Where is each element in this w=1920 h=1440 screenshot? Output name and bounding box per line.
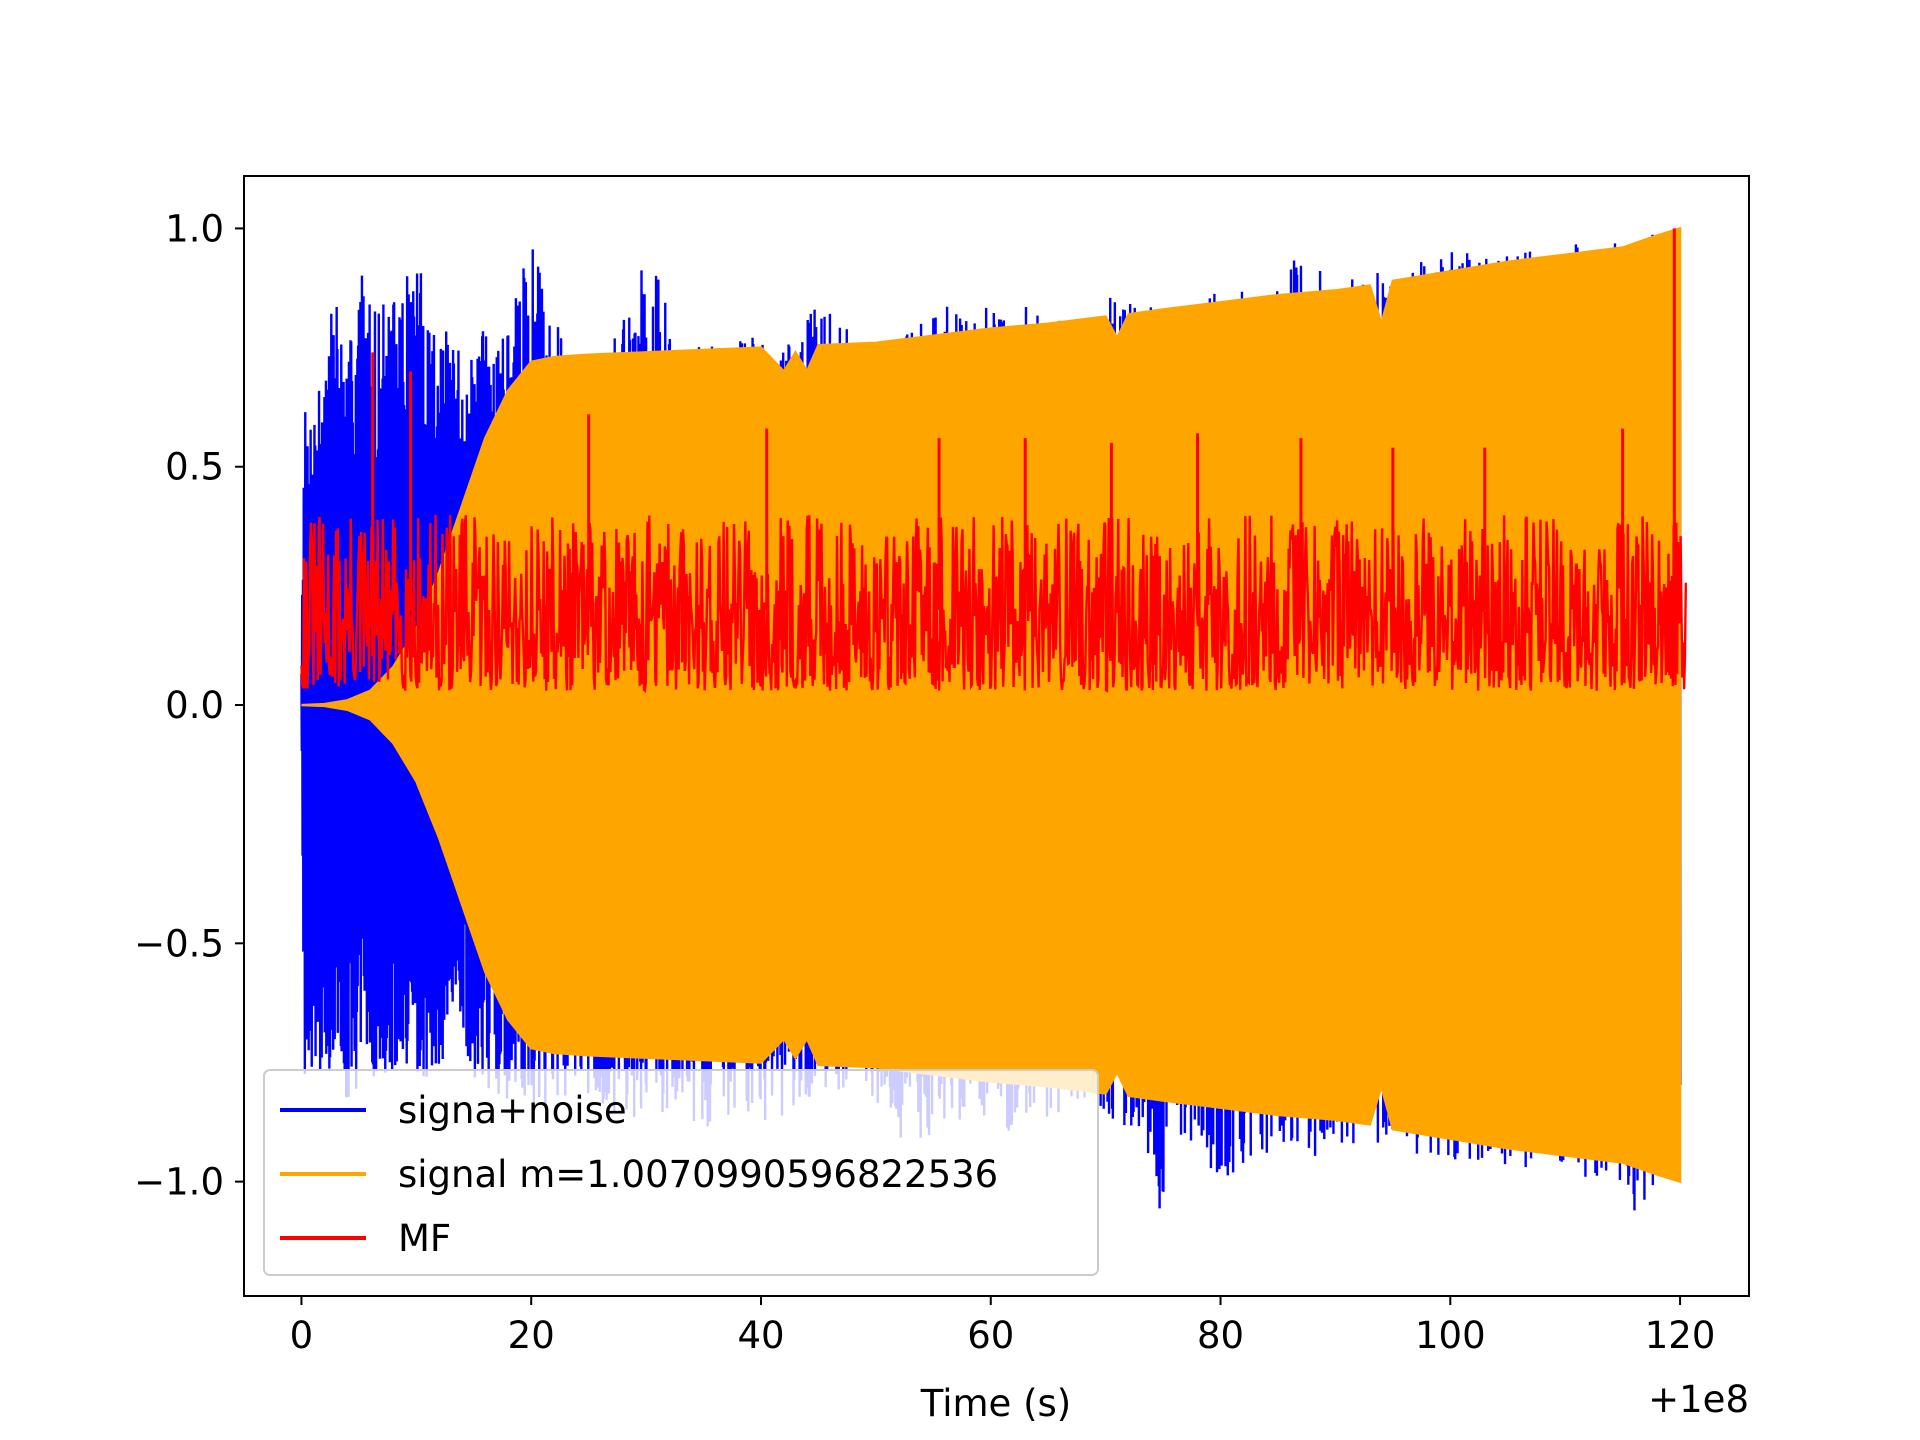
x-tick-label: 40: [737, 1314, 784, 1357]
legend: signa+noise signal m=1.0070990596822536 MF: [263, 1069, 1099, 1276]
y-axis: 1.0 0.5 0.0 −0.5 −1.0: [134, 207, 244, 1204]
x-tick-label: 120: [1645, 1314, 1716, 1357]
series-layer: [300, 226, 1688, 1211]
x-tick-label: 100: [1415, 1314, 1486, 1357]
y-tick-label: −1.0: [134, 1161, 224, 1204]
legend-box: [263, 1069, 1099, 1276]
x-tick-label: 20: [508, 1314, 555, 1357]
legend-label: MF: [398, 1217, 451, 1260]
y-tick-label: 0.0: [165, 684, 224, 727]
y-tick-label: 1.0: [165, 207, 224, 250]
x-tick-label: 60: [967, 1314, 1014, 1357]
series-mf-line: [300, 514, 1688, 693]
legend-label: signal m=1.0070990596822536: [398, 1153, 998, 1196]
series-signal-area: [301, 226, 1682, 1184]
y-tick-label: 0.5: [165, 446, 224, 489]
x-offset-label: +1e8: [1648, 1378, 1749, 1421]
legend-label: signa+noise: [398, 1089, 627, 1132]
x-axis: 0 20 40 60 80 100 120: [290, 1296, 1716, 1357]
x-axis-label: Time (s): [920, 1382, 1071, 1425]
y-tick-label: −0.5: [134, 922, 224, 965]
x-tick-label: 0: [290, 1314, 314, 1357]
x-tick-label: 80: [1197, 1314, 1244, 1357]
plot-frame: [243, 175, 1750, 1297]
